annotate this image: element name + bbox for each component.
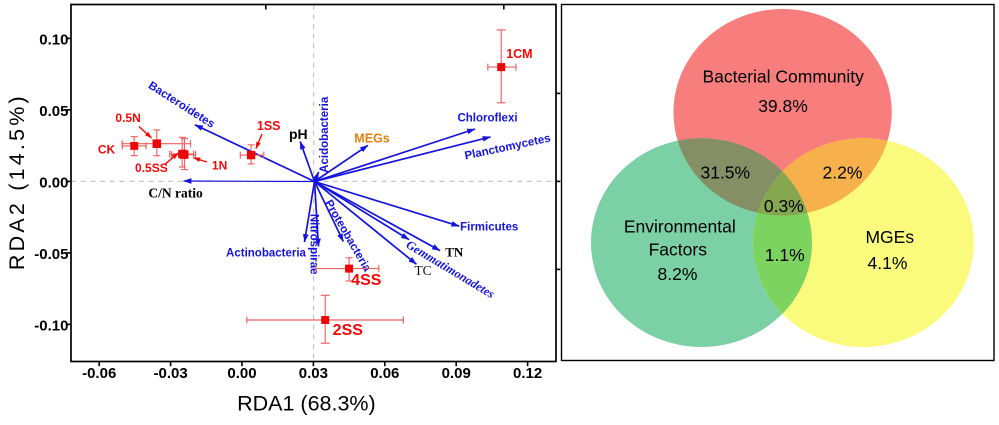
svg-text:RDA2 (14.5%): RDA2 (14.5%) — [5, 93, 29, 270]
svg-text:0.03: 0.03 — [299, 365, 328, 382]
svg-text:0.06: 0.06 — [370, 365, 399, 382]
svg-text:0.05: 0.05 — [39, 103, 68, 120]
svg-text:-0.10: -0.10 — [34, 317, 68, 334]
svg-text:Firmicutes: Firmicutes — [460, 222, 518, 234]
svg-text:RDA1 (68.3%): RDA1 (68.3%) — [237, 392, 376, 416]
svg-text:1CM: 1CM — [506, 47, 532, 61]
svg-text:4.1%: 4.1% — [868, 253, 908, 273]
svg-text:2.2%: 2.2% — [823, 163, 863, 183]
svg-text:C/N ratio: C/N ratio — [148, 185, 203, 200]
svg-text:39.8%: 39.8% — [758, 96, 808, 116]
svg-text:8.2%: 8.2% — [658, 264, 698, 284]
svg-text:0.5SS: 0.5SS — [135, 161, 168, 175]
svg-text:-0.05: -0.05 — [34, 246, 68, 263]
svg-text:0.09: 0.09 — [442, 365, 471, 382]
svg-text:0.00: 0.00 — [39, 174, 68, 191]
svg-text:1.1%: 1.1% — [765, 245, 805, 265]
svg-text:-0.06: -0.06 — [82, 365, 116, 382]
svg-text:4SS: 4SS — [351, 272, 382, 289]
svg-text:31.5%: 31.5% — [700, 163, 750, 183]
svg-text:Chloroflexi: Chloroflexi — [457, 113, 517, 125]
svg-text:2SS: 2SS — [333, 322, 364, 339]
svg-text:MEGs: MEGs — [354, 131, 389, 145]
svg-text:TC: TC — [414, 263, 431, 278]
svg-text:Planctomycetes: Planctomycetes — [464, 133, 552, 163]
svg-text:Actinobacteria: Actinobacteria — [226, 248, 306, 260]
svg-text:Nitrospirae: Nitrospirae — [308, 214, 320, 275]
svg-text:Acidobacteria: Acidobacteria — [319, 96, 331, 173]
svg-text:0.12: 0.12 — [513, 365, 542, 382]
svg-text:-0.03: -0.03 — [153, 365, 187, 382]
svg-text:1N: 1N — [212, 158, 227, 172]
svg-text:CK: CK — [98, 143, 116, 157]
svg-text:Factors: Factors — [649, 240, 708, 260]
svg-text:MGEs: MGEs — [865, 227, 914, 247]
svg-text:Bacterial Community: Bacterial Community — [702, 67, 864, 87]
svg-text:Bacteroidetes: Bacteroidetes — [146, 80, 217, 131]
svg-text:0.10: 0.10 — [39, 31, 68, 48]
svg-text:TN: TN — [445, 245, 464, 260]
svg-text:0.3%: 0.3% — [764, 196, 804, 216]
svg-text:Environmental: Environmental — [624, 217, 736, 237]
svg-text:0.5N: 0.5N — [115, 111, 140, 125]
svg-text:0.00: 0.00 — [227, 365, 256, 382]
svg-text:pH: pH — [289, 126, 308, 142]
svg-text:1SS: 1SS — [257, 119, 281, 133]
